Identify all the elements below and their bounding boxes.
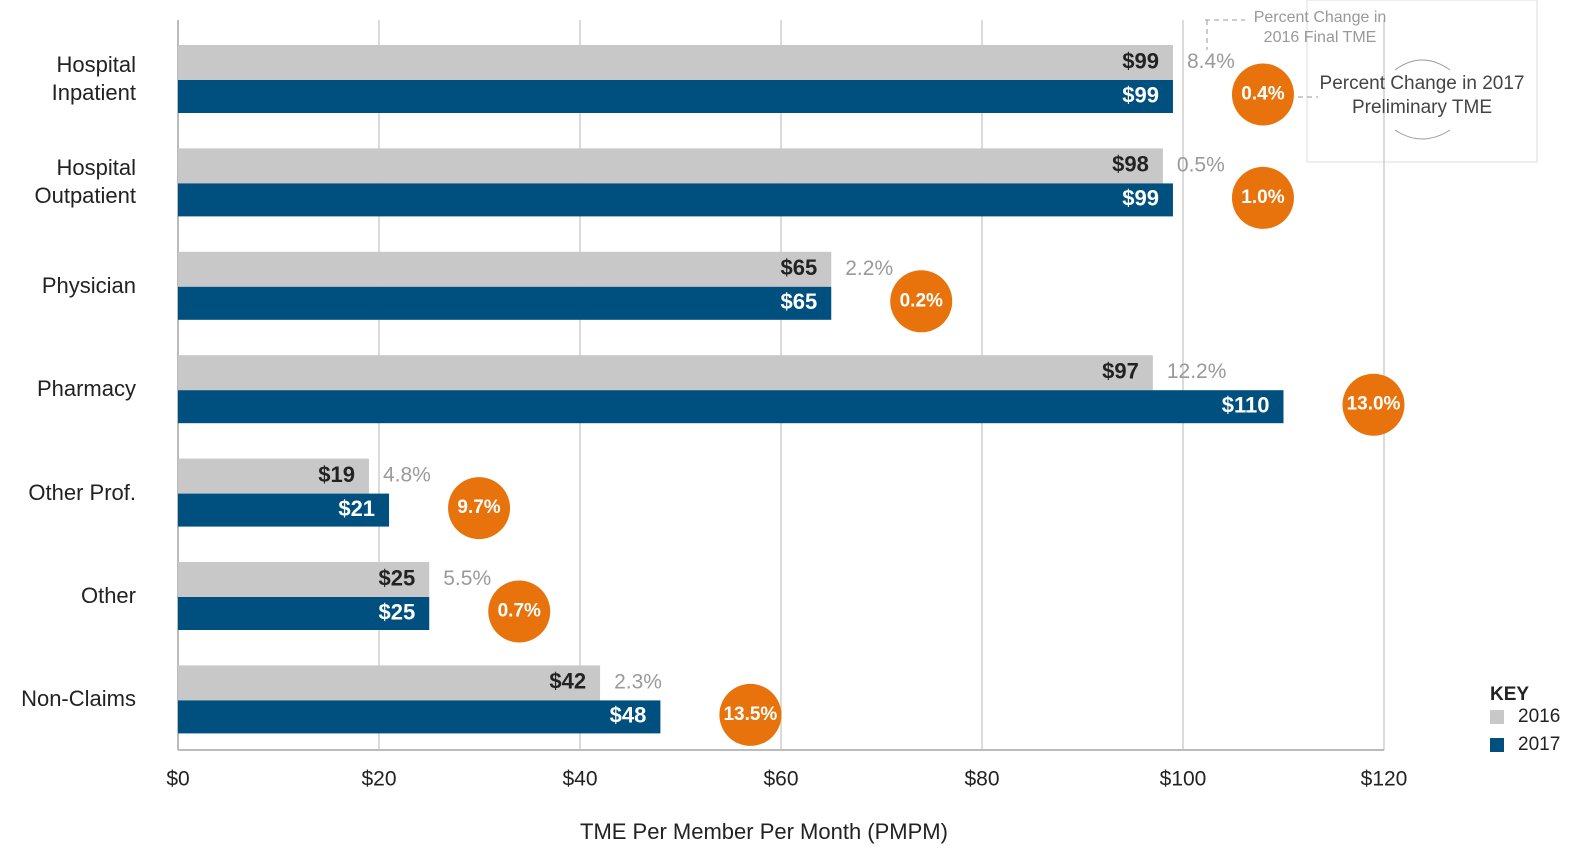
change-label: 4.8% [383, 464, 431, 487]
value-label: $99 [1122, 186, 1159, 211]
change-label: 2.3% [614, 670, 662, 693]
change-marker [1231, 63, 1294, 126]
bar [178, 355, 1153, 391]
bar [178, 251, 832, 287]
bar [178, 700, 661, 734]
bar [178, 80, 1173, 113]
change-label: 0.2% [900, 290, 943, 311]
bar [178, 493, 390, 527]
legend-title: KEY [1490, 684, 1529, 705]
change-label: 1.0% [1241, 187, 1284, 208]
value-label: $48 [610, 703, 647, 728]
value-label: $99 [1122, 48, 1159, 73]
change-label: 0.4% [1241, 84, 1284, 105]
x-axis-title: TME Per Member Per Month (PMPM) [580, 819, 948, 844]
legend-swatch [1490, 710, 1504, 724]
value-label: $21 [338, 496, 375, 521]
bar [178, 665, 601, 701]
bar [178, 597, 430, 630]
y-tick-label: Other Prof. [28, 479, 136, 505]
change-marker [1231, 166, 1294, 229]
bar [178, 562, 430, 597]
y-tick-label: Pharmacy [36, 376, 136, 402]
annotation: Percent Change in 2016 Final TME [1253, 9, 1387, 46]
bar [178, 45, 1173, 80]
x-tick-label: $0 [166, 768, 189, 791]
callout-box [1306, 0, 1538, 163]
value-label: $99 [1122, 82, 1159, 107]
y-tick-label: Physician [41, 272, 136, 298]
bar [178, 183, 1173, 217]
y-tick-label: Other [80, 583, 136, 608]
callout-connector [1205, 19, 1245, 50]
x-tick-label: $100 [1160, 768, 1207, 791]
change-label: 13.0% [1347, 394, 1401, 415]
bar [178, 390, 1284, 424]
value-label: $25 [379, 565, 416, 590]
x-tick-label: $20 [361, 768, 396, 791]
bar [178, 458, 369, 494]
x-tick-label: $120 [1361, 768, 1408, 791]
change-marker [488, 580, 551, 643]
change-marker [890, 270, 953, 333]
annotation: Percent Change in 2017 Preliminary TME [1319, 73, 1525, 118]
x-tick-label: $60 [763, 768, 798, 791]
legend-label: 2016 [1518, 706, 1560, 727]
legend-label: 2017 [1518, 734, 1560, 755]
change-label: 5.5% [443, 567, 491, 590]
y-tick-label: Non-Claims [21, 686, 136, 712]
value-label: $97 [1102, 359, 1139, 384]
change-marker [448, 477, 511, 540]
legend-swatch [1490, 738, 1504, 752]
value-label: $98 [1112, 152, 1149, 177]
value-label: $19 [318, 462, 355, 487]
change-marker [719, 683, 782, 746]
change-label: 8.4% [1187, 50, 1235, 73]
change-label: 9.7% [457, 497, 500, 518]
change-label: 0.7% [498, 601, 541, 622]
value-label: $42 [549, 669, 586, 694]
change-label: 0.5% [1177, 153, 1225, 176]
value-label: $25 [379, 599, 416, 624]
value-label: $110 [1222, 393, 1270, 418]
y-tick-label: Hospital Inpatient [51, 52, 136, 105]
callout-arc [1394, 59, 1451, 140]
y-tick-label: Hospital Outpatient [34, 155, 136, 209]
x-tick-label: $40 [562, 768, 597, 791]
x-tick-label: $80 [964, 768, 999, 791]
bar [178, 148, 1163, 184]
value-label: $65 [781, 255, 818, 280]
change-label: 13.5% [723, 704, 777, 725]
value-label: $65 [781, 289, 818, 314]
change-label: 2.2% [845, 257, 893, 280]
bar [178, 286, 832, 320]
change-label: 12.2% [1167, 360, 1227, 383]
change-marker [1342, 373, 1405, 436]
